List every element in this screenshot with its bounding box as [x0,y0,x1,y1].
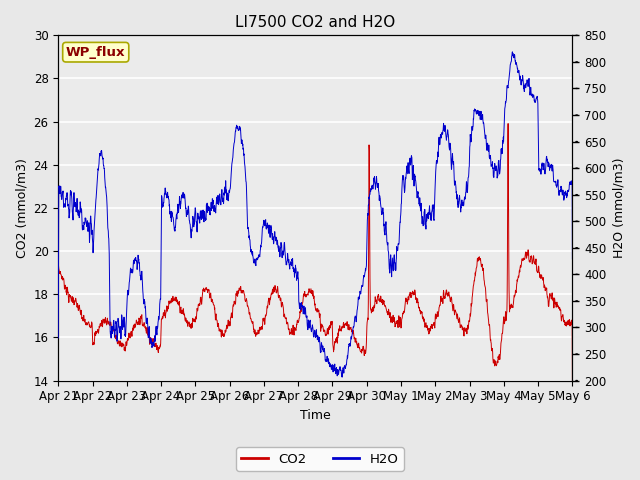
Text: WP_flux: WP_flux [66,46,125,59]
Legend: CO2, H2O: CO2, H2O [236,447,404,471]
Y-axis label: CO2 (mmol/m3): CO2 (mmol/m3) [15,158,28,258]
Y-axis label: H2O (mmol/m3): H2O (mmol/m3) [612,157,625,258]
X-axis label: Time: Time [300,409,331,422]
Title: LI7500 CO2 and H2O: LI7500 CO2 and H2O [236,15,396,30]
